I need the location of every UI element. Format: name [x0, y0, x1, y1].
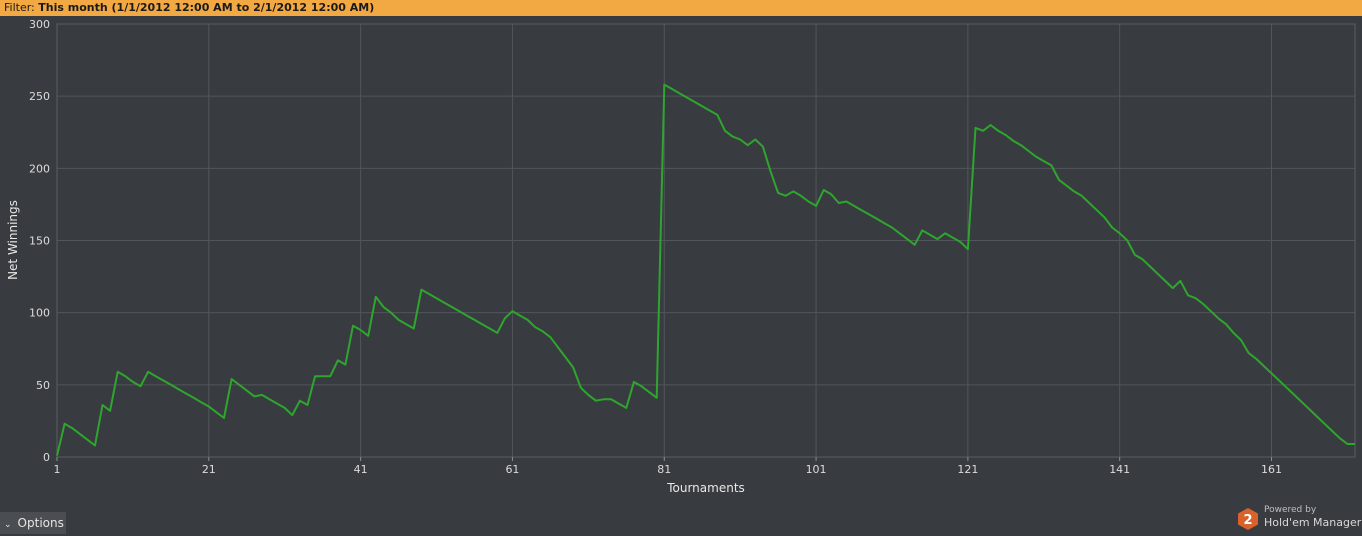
x-axis: 1 21 41 61 81 101 121 141 161 — [54, 457, 1282, 476]
brand-badge: 2 Powered by Hold'em Manager — [1236, 505, 1362, 533]
x-axis-title: Tournaments — [666, 481, 745, 495]
y-tick-label: 50 — [36, 379, 50, 392]
y-tick-label: 150 — [29, 235, 50, 248]
x-tick-label: 101 — [806, 463, 827, 476]
y-tick-label: 100 — [29, 307, 50, 320]
x-tick-label: 21 — [202, 463, 216, 476]
grid — [56, 23, 1355, 458]
logo-text: 2 — [1243, 513, 1252, 528]
x-tick-label: 141 — [1109, 463, 1130, 476]
y-axis-title: Net Winnings — [6, 200, 20, 280]
x-tick-label: 81 — [657, 463, 671, 476]
x-tick-label: 1 — [54, 463, 61, 476]
y-axis: 0 50 100 150 200 250 300 — [29, 18, 50, 464]
brand-name: Hold'em Manager — [1264, 516, 1362, 529]
filter-bar: Filter: This month (1/1/2012 12:00 AM to… — [0, 0, 1362, 16]
plot-border — [56, 23, 1356, 458]
y-tick-label: 0 — [43, 451, 50, 464]
net-winnings-line — [56, 83, 1355, 456]
x-tick-label: 61 — [505, 463, 519, 476]
x-tick-label: 41 — [354, 463, 368, 476]
x-tick-label: 121 — [957, 463, 978, 476]
hem-logo-icon: 2 — [1238, 508, 1258, 530]
y-tick-label: 300 — [29, 18, 50, 31]
x-tick-label: 161 — [1261, 463, 1282, 476]
options-label: Options — [17, 516, 64, 530]
powered-by-text: Powered by — [1264, 505, 1317, 515]
filter-value: This month (1/1/2012 12:00 AM to 2/1/201… — [38, 1, 375, 14]
options-button[interactable]: ⌄ Options — [0, 512, 66, 534]
y-tick-label: 250 — [29, 90, 50, 103]
filter-label: Filter: — [4, 1, 35, 14]
y-tick-label: 200 — [29, 162, 50, 175]
chevron-down-icon: ⌄ — [4, 520, 12, 530]
